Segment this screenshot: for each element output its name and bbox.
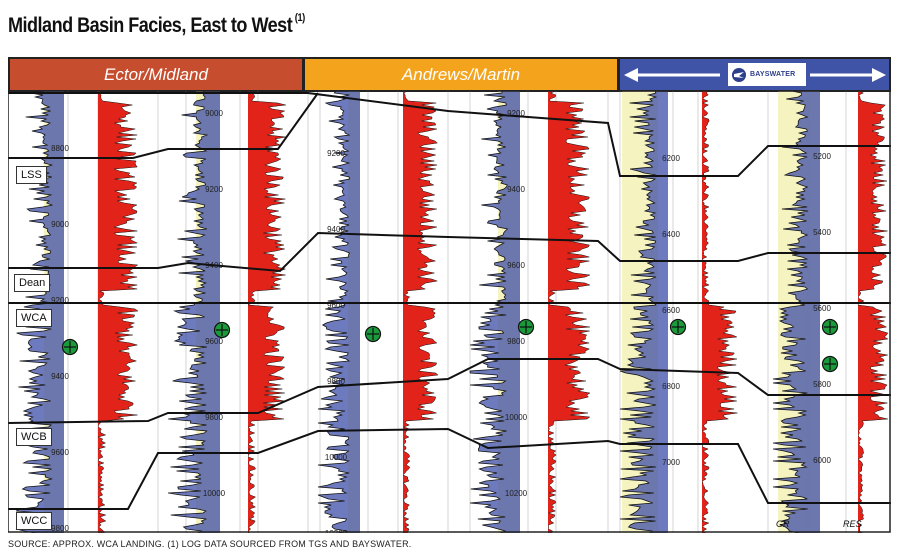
formation-top-2 [8,231,891,273]
res-curve-4 [701,90,738,534]
depth-label-3-2: 9600 [507,261,525,270]
zone-label-wcc: WCC [16,512,53,530]
depth-label-3-4: 10000 [505,413,528,422]
double-arrow-icon [624,68,886,82]
source-note: SOURCE: APPROX. WCA LANDING. (1) LOG DAT… [8,539,412,549]
depth-label-2-0: 9200 [327,149,345,158]
region-header-ector-midland: Ector/Midland [8,57,304,92]
res-curve-2 [402,90,439,534]
zone-label-wcb: WCB [16,428,52,446]
res-curve-1 [247,90,287,534]
depth-label-0-5: 9800 [51,524,69,533]
res-fill-5 [858,91,888,533]
depth-label-5-2: 5600 [813,304,831,313]
formation-top-5 [8,427,891,510]
depth-label-1-0: 9000 [205,109,223,118]
zone-label-wca: WCA [16,309,52,327]
depth-label-4-3: 6800 [662,382,680,391]
bayswater-logo: BAYSWATER [728,63,806,86]
cross-section-svg: 8800 9000 9200 9400 9600 9800 9000 9200 9400 9600… [7,90,891,543]
depth-label-4-2: 6600 [662,306,680,315]
depth-label-0-3: 9400 [51,372,69,381]
depth-label-1-5: 10000 [203,489,226,498]
gr-curve-2 [317,90,351,534]
depth-label-2-4: 10000 [325,453,348,462]
res-curve-0 [97,90,139,534]
depth-label-4-1: 6400 [662,230,680,239]
region-header-andrews-martin: Andrews/Martin [303,57,619,92]
depth-label-4-4: 7000 [662,458,680,467]
depth-label-1-3: 9600 [205,337,223,346]
region-label-andrews: Andrews/Martin [401,64,521,84]
log-label-res: RES [843,519,862,529]
depth-label-3-1: 9400 [507,185,525,194]
depth-label-5-4: 6000 [813,456,831,465]
zone-label-lss: LSS [16,166,47,184]
depth-label-0-0: 8800 [51,144,69,153]
depth-label-0-4: 9600 [51,448,69,457]
page-title: Midland Basin Facies, East to West (1) [8,12,306,38]
zone-label-dean: Dean [14,274,51,292]
depth-label-2-1: 9400 [327,225,345,234]
res-curve-5 [857,90,889,534]
gr-fill-3 [470,91,520,533]
gr-fill-5 [773,91,820,533]
res-fill-0 [98,91,138,533]
depth-label-1-4: 9800 [205,413,223,422]
gr-curve-3 [469,90,509,534]
depth-label-5-1: 5400 [813,228,831,237]
gr-curve-5 [772,90,809,534]
depth-label-4-0: 6200 [662,154,680,163]
region-label-ector: Ector/Midland [104,64,208,84]
bayswater-logo-icon [732,67,746,82]
page-title-text: Midland Basin Facies, East to West [8,14,293,37]
region-header-bayswater: BAYSWATER [618,57,891,92]
formation-top-4 [7,358,891,424]
res-curve-3 [547,90,591,534]
log-label-gr: GR [776,519,790,529]
bayswater-logo-text: BAYSWATER [750,71,796,78]
res-fill-3 [548,91,590,533]
depth-label-3-5: 10200 [505,489,528,498]
formation-top-0 [8,92,891,177]
cross-section-panel: 8800 9000 9200 9400 9600 9800 9000 9200 9400 9600… [7,90,891,543]
gr-curve-1 [167,90,209,534]
depth-label-2-2: 9600 [327,301,345,310]
depth-label-5-0: 5200 [813,152,831,161]
res-fill-2 [403,91,438,533]
gr-curve-4 [619,90,658,534]
gr-fill-1 [168,91,220,533]
depth-label-0-2: 9200 [51,296,69,305]
depth-label-2-3: 9800 [327,377,345,386]
panel-frame [7,90,891,533]
depth-label-0-1: 9000 [51,220,69,229]
depth-label-3-3: 9800 [507,337,525,346]
res-fill-4 [702,91,738,533]
title-footnote: (1) [294,12,306,24]
depth-label-3-0: 9200 [507,109,525,118]
formation-top-1 [8,92,319,159]
depth-label-5-3: 5800 [813,380,831,389]
depth-label-1-1: 9200 [205,185,223,194]
res-fill-1 [248,91,286,533]
